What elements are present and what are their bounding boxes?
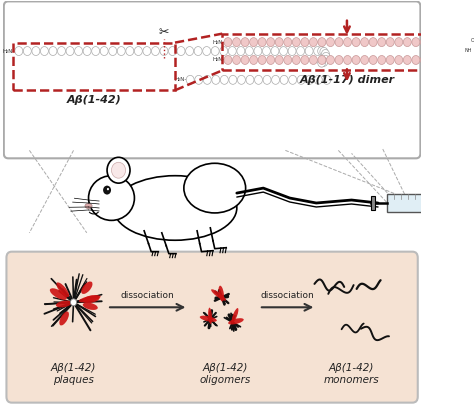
Circle shape (40, 47, 48, 55)
Circle shape (271, 47, 279, 55)
Circle shape (169, 47, 176, 55)
Circle shape (250, 55, 257, 64)
Circle shape (323, 75, 331, 84)
Ellipse shape (184, 163, 246, 213)
Circle shape (386, 38, 394, 47)
Circle shape (344, 55, 352, 64)
Circle shape (229, 75, 237, 84)
Circle shape (361, 55, 369, 64)
Circle shape (224, 38, 232, 47)
Circle shape (438, 55, 446, 64)
Circle shape (320, 58, 328, 67)
Circle shape (107, 188, 109, 190)
Circle shape (292, 38, 300, 47)
Circle shape (241, 55, 249, 64)
Circle shape (403, 38, 411, 47)
Circle shape (186, 47, 193, 55)
Circle shape (369, 38, 377, 47)
Circle shape (318, 55, 326, 64)
Circle shape (203, 47, 210, 55)
Circle shape (305, 47, 313, 55)
Circle shape (378, 38, 386, 47)
Circle shape (327, 38, 335, 47)
Circle shape (318, 47, 326, 55)
Circle shape (71, 299, 77, 306)
Text: H₂N-: H₂N- (3, 49, 15, 53)
Circle shape (352, 55, 360, 64)
Circle shape (186, 75, 194, 84)
Circle shape (288, 47, 296, 55)
Circle shape (246, 47, 253, 55)
Circle shape (412, 38, 420, 47)
FancyBboxPatch shape (7, 252, 418, 403)
Circle shape (135, 47, 142, 55)
Ellipse shape (56, 282, 69, 297)
Ellipse shape (232, 308, 238, 323)
Circle shape (15, 47, 23, 55)
Ellipse shape (56, 301, 72, 307)
Circle shape (100, 47, 108, 55)
Circle shape (224, 55, 232, 64)
Ellipse shape (228, 318, 244, 324)
Circle shape (117, 47, 125, 55)
Circle shape (320, 47, 328, 56)
Bar (13, 42, 175, 90)
Circle shape (429, 55, 437, 64)
Text: Aβ(1-42)
oligomers: Aβ(1-42) oligomers (200, 363, 251, 385)
Circle shape (292, 55, 300, 64)
Circle shape (212, 75, 220, 84)
Circle shape (420, 55, 428, 64)
Text: H₂N-: H₂N- (212, 58, 225, 62)
Ellipse shape (83, 303, 98, 310)
Ellipse shape (82, 295, 100, 303)
Circle shape (246, 75, 254, 84)
Circle shape (438, 38, 446, 47)
Bar (436, 198, 442, 208)
Circle shape (83, 47, 91, 55)
Bar (222, 34, 472, 71)
Circle shape (314, 75, 322, 84)
Circle shape (109, 47, 117, 55)
Ellipse shape (59, 311, 69, 326)
Circle shape (250, 38, 257, 47)
Circle shape (49, 47, 57, 55)
Circle shape (284, 55, 292, 64)
Circle shape (352, 38, 360, 47)
Circle shape (233, 55, 240, 64)
Circle shape (195, 75, 203, 84)
Ellipse shape (113, 176, 237, 240)
Circle shape (446, 38, 454, 47)
Circle shape (327, 55, 335, 64)
Circle shape (126, 47, 134, 55)
Circle shape (255, 75, 263, 84)
Circle shape (177, 47, 185, 55)
Text: Aβ(1-42): Aβ(1-42) (67, 95, 121, 105)
Text: dissociation: dissociation (261, 291, 314, 300)
Circle shape (111, 162, 126, 178)
Circle shape (220, 75, 228, 84)
Circle shape (91, 47, 100, 55)
Circle shape (284, 38, 292, 47)
Text: OH: OH (471, 38, 474, 42)
Circle shape (203, 75, 211, 84)
Circle shape (321, 49, 329, 58)
Circle shape (314, 47, 322, 55)
Text: H₂N-: H₂N- (212, 40, 225, 44)
Circle shape (237, 47, 245, 55)
Circle shape (237, 75, 246, 84)
Circle shape (211, 47, 219, 55)
Ellipse shape (211, 289, 226, 301)
Circle shape (310, 38, 318, 47)
Circle shape (289, 75, 297, 84)
Circle shape (160, 47, 168, 55)
Circle shape (220, 47, 228, 55)
Text: ✂: ✂ (159, 26, 169, 39)
Circle shape (241, 38, 249, 47)
Circle shape (275, 38, 283, 47)
Circle shape (420, 38, 428, 47)
Circle shape (103, 186, 111, 195)
Circle shape (344, 38, 352, 47)
Circle shape (361, 38, 369, 47)
Circle shape (258, 55, 266, 64)
Ellipse shape (208, 308, 212, 324)
